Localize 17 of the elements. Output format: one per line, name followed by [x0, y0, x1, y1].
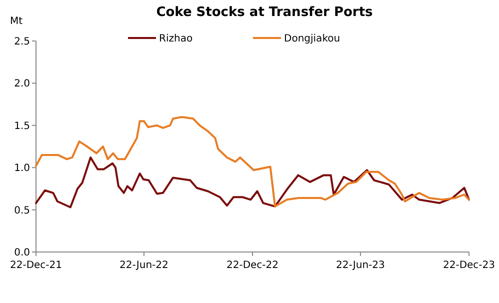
x-tick-label: 22-Dec-22 — [226, 260, 279, 271]
y-tick-label: 0.5 — [14, 205, 30, 216]
legend-label: Dongjiakou — [284, 34, 340, 44]
x-tick-label: 22-Dec-23 — [442, 260, 496, 271]
x-tick-label: 22-Dec-21 — [10, 260, 62, 271]
line-series — [35, 156, 470, 208]
y-tick-label: 2.0 — [14, 78, 30, 90]
y-tick-label: 0.0 — [14, 248, 30, 258]
x-tick-label: 22-Jun-23 — [336, 260, 385, 271]
y-tick-label: 2.5 — [14, 36, 30, 48]
chart-title: Coke Stocks at Transfer Ports — [156, 5, 374, 20]
legend-label: Rizhao — [159, 34, 193, 44]
y-axis-title: Mt — [10, 16, 23, 27]
x-tick-label: 22-Jun-22 — [120, 260, 168, 271]
y-tick-label: 1.0 — [14, 163, 30, 174]
line-series — [35, 116, 470, 208]
y-tick-label: 1.5 — [14, 120, 30, 132]
